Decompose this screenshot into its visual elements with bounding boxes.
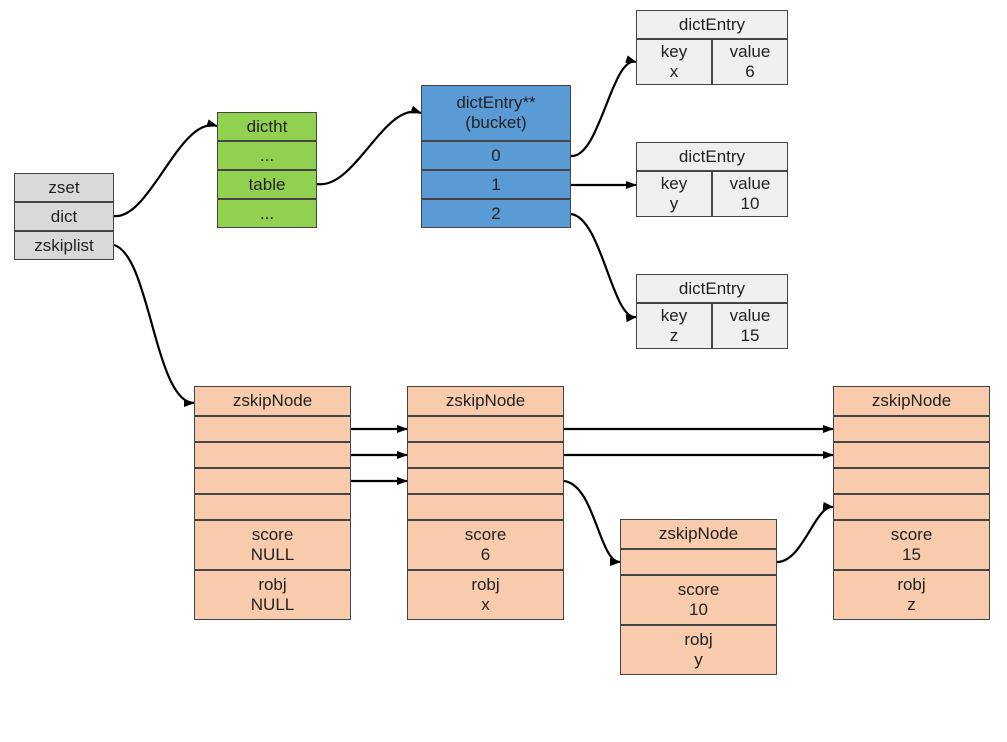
edge-1 — [317, 112, 421, 185]
zskipnode-1-level-0 — [407, 416, 564, 442]
zskipnode-2-robj: robj y — [620, 625, 777, 675]
zskipnode-0-level-1 — [194, 442, 351, 468]
dictentry-2-header: dictEntry — [636, 274, 788, 303]
zset-row-dict: dict — [14, 202, 114, 231]
zset-row-zset: zset — [14, 173, 114, 202]
bucket-slot-0: 0 — [421, 141, 571, 170]
dictht-row-1: ... — [217, 141, 317, 170]
dictht-row-0: dictht — [217, 112, 317, 141]
zskipnode-1-robj: robj x — [407, 570, 564, 620]
zskipnode-0-level-2 — [194, 468, 351, 494]
zskipnode-3-header: zskipNode — [833, 386, 990, 416]
zskipnode-3-robj: robj z — [833, 570, 990, 620]
dictentry-1-value: value 10 — [712, 171, 788, 217]
zskipnode-3-level-3 — [833, 494, 990, 520]
zskipnode-1-score: score 6 — [407, 520, 564, 570]
zskipnode-2-score: score 10 — [620, 575, 777, 625]
edge-5 — [114, 245, 194, 403]
dictht-row-3: ... — [217, 199, 317, 228]
bucket-slot-2: 2 — [421, 199, 571, 228]
dictentry-2-key: key z — [636, 303, 712, 349]
edge-2 — [571, 62, 636, 156]
zskipnode-0-score: score NULL — [194, 520, 351, 570]
edge-12 — [777, 507, 833, 562]
diagram-canvas: zsetdictzskiplist dictht...table... dictEn… — [0, 0, 1007, 742]
dictentry-1-header: dictEntry — [636, 142, 788, 171]
zskipnode-0-header: zskipNode — [194, 386, 351, 416]
zskipnode-3-level-1 — [833, 442, 990, 468]
zskipnode-1-level-1 — [407, 442, 564, 468]
zskipnode-3-level-2 — [833, 468, 990, 494]
zskipnode-2-level-0 — [620, 549, 777, 575]
zskipnode-3-level-0 — [833, 416, 990, 442]
bucket-slot-1: 1 — [421, 170, 571, 199]
dictentry-0-header: dictEntry — [636, 10, 788, 39]
zskipnode-1-header: zskipNode — [407, 386, 564, 416]
zset-row-zskiplist: zskiplist — [14, 231, 114, 260]
zskipnode-1-level-3 — [407, 494, 564, 520]
dictentry-2-value: value 15 — [712, 303, 788, 349]
zskipnode-3-score: score 15 — [833, 520, 990, 570]
dictentry-0-key: key x — [636, 39, 712, 85]
dictentry-0-value: value 6 — [712, 39, 788, 85]
zskipnode-2-header: zskipNode — [620, 519, 777, 549]
zskipnode-0-robj: robj NULL — [194, 570, 351, 620]
zskipnode-0-level-3 — [194, 494, 351, 520]
dictht-row-2: table — [217, 170, 317, 199]
zskipnode-0-level-0 — [194, 416, 351, 442]
bucket-header: dictEntry** (bucket) — [421, 85, 571, 141]
zskipnode-1-level-2 — [407, 468, 564, 494]
dictentry-1-key: key y — [636, 171, 712, 217]
edge-0 — [114, 125, 217, 216]
edge-11 — [564, 481, 620, 562]
edge-4 — [571, 214, 636, 317]
